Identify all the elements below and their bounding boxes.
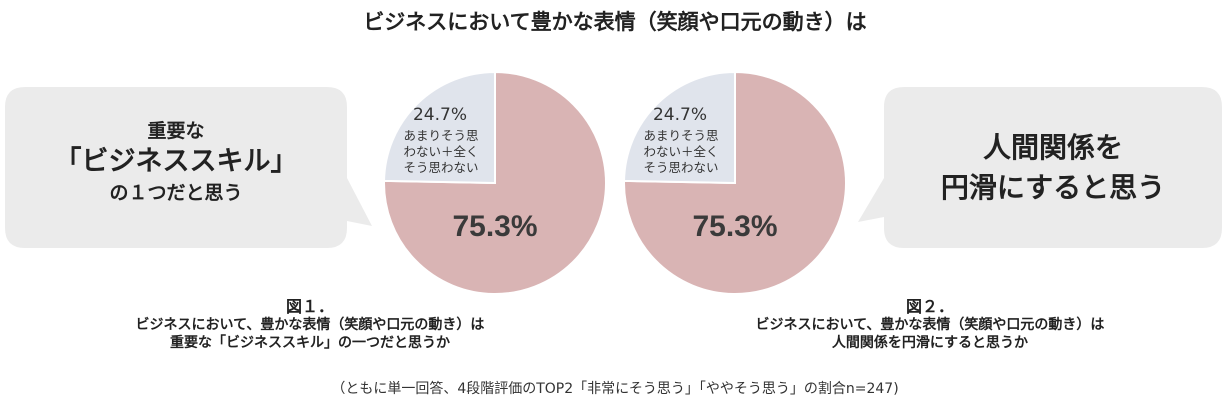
left-bubble-text: 重要な 「ビジネススキル」 の１つだと思う xyxy=(5,118,347,206)
right-bubble-line2: 円滑にすると思う xyxy=(940,171,1166,204)
left-bubble-line2: 「ビジネススキル」 xyxy=(54,146,298,177)
pie-category-label-disagree: わない＋全く xyxy=(403,144,478,159)
pie-value-label-agree: 75.3% xyxy=(452,210,537,243)
right-bubble-text: 人間関係を 円滑にすると思う xyxy=(884,128,1222,208)
figure-1-label: 図１． xyxy=(285,297,334,316)
left-speech-bubble xyxy=(5,87,372,248)
figure-2-line2: 人間関係を円滑にすると思うか xyxy=(831,335,1029,351)
pie-value-label-disagree: 24.7% xyxy=(413,105,467,125)
pie-category-label-disagree: そう思わない xyxy=(403,160,478,175)
figure-2-label: 図２． xyxy=(905,297,954,316)
pie-value-label-agree: 75.3% xyxy=(692,210,777,243)
figure-2-line1: ビジネスにおいて、豊かな表情（笑顔や口元の動き）は xyxy=(755,317,1105,333)
right-bubble-line1: 人間関係を xyxy=(982,131,1123,164)
pie-slice-disagree xyxy=(623,70,736,185)
figure-2-caption: 図２． ビジネスにおいて、豊かな表情（笑顔や口元の動き）は 人間関係を円滑にする… xyxy=(610,298,1230,352)
left-bubble-line1: 重要な xyxy=(147,120,205,142)
figure-1-line2: 重要な「ビジネススキル」の一つだと思うか xyxy=(170,335,450,351)
page-title: ビジネスにおいて豊かな表情（笑顔や口元の動き）は xyxy=(363,10,867,34)
right-speech-bubble xyxy=(858,87,1222,248)
footnote: （ともに単一回答、4段階評価のTOP2「非常にそう思う」「ややそう思う」の割合n… xyxy=(331,381,899,397)
pie-category-label-disagree: あまりそう思 xyxy=(403,128,478,143)
figure-1-line1: ビジネスにおいて、豊かな表情（笑顔や口元の動き）は xyxy=(135,317,485,333)
left-bubble-line3: の１つだと思う xyxy=(109,182,243,204)
pie-category-label-disagree: そう思わない xyxy=(643,160,718,175)
pie-slice-disagree xyxy=(383,70,496,185)
figure-1-caption: 図１． ビジネスにおいて、豊かな表情（笑顔や口元の動き）は 重要な「ビジネススキ… xyxy=(0,298,620,352)
pie-value-label-disagree: 24.7% xyxy=(653,105,707,125)
pie-category-label-disagree: わない＋全く xyxy=(643,144,718,159)
pie-category-label-disagree: あまりそう思 xyxy=(643,128,718,143)
